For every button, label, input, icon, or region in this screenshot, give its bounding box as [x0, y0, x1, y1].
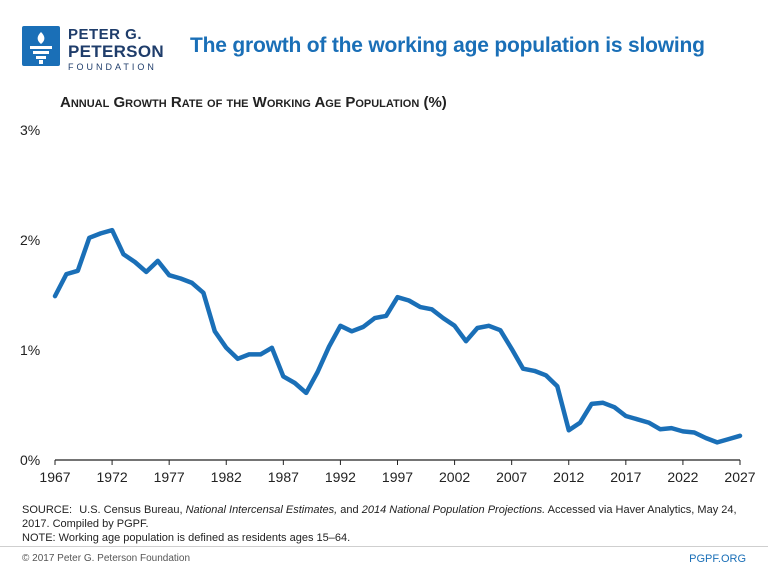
headline: The growth of the working age population… — [190, 34, 705, 57]
source-text-2: and — [340, 504, 359, 516]
torch-icon — [22, 26, 60, 66]
x-tick-label: 2007 — [496, 469, 527, 485]
x-tick-label: 1982 — [211, 469, 242, 485]
source-text-3: Accessed via Haver Analytics, May 24, 20… — [22, 504, 737, 530]
y-tick-label: 1% — [20, 342, 40, 358]
y-tick-label: 2% — [20, 232, 40, 248]
x-tick-label: 2002 — [439, 469, 470, 485]
series-line — [52, 227, 743, 445]
x-tick-label: 1992 — [325, 469, 356, 485]
logo-line-3: FOUNDATION — [68, 62, 157, 72]
source-italic-1: National Intercensal Estimates, — [185, 504, 338, 516]
source-note: SOURCE: U.S. Census Bureau, National Int… — [22, 503, 752, 545]
x-tick-label: 1977 — [154, 469, 185, 485]
logo-line-1: PETER G. — [68, 26, 143, 43]
x-tick-label: 2012 — [553, 469, 584, 485]
x-tick-label: 2027 — [724, 469, 755, 485]
y-tick-label: 0% — [20, 452, 40, 468]
chart-title: Annual Growth Rate of the Working Age Po… — [60, 94, 447, 111]
source-label: SOURCE: — [22, 504, 73, 516]
footer-divider — [0, 546, 768, 547]
logo-line-2: PETERSON — [68, 42, 164, 61]
source-italic-2: 2014 National Population Projections. — [361, 504, 546, 516]
x-tick-label: 1997 — [382, 469, 413, 485]
x-tick-label: 2017 — [610, 469, 641, 485]
x-tick-label: 2022 — [667, 469, 698, 485]
note-text: NOTE: Working age population is defined … — [22, 532, 351, 544]
x-tick-label: 1987 — [268, 469, 299, 485]
site-link[interactable]: PGPF.ORG — [689, 553, 746, 565]
y-tick-label: 3% — [20, 122, 40, 138]
source-text-1: U.S. Census Bureau, — [79, 504, 183, 516]
logo: PETER G. PETERSON FOUNDATION — [22, 12, 172, 72]
x-tick-label: 1967 — [39, 469, 70, 485]
x-tick-label: 1972 — [97, 469, 128, 485]
copyright: © 2017 Peter G. Peterson Foundation — [22, 553, 191, 564]
